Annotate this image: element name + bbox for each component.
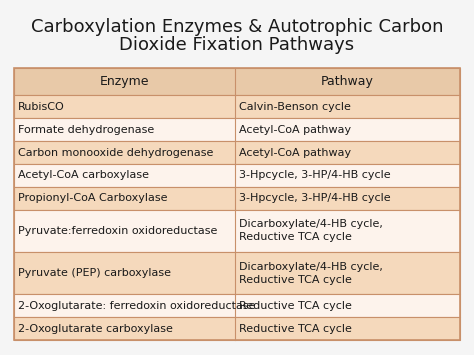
Text: RubisCO: RubisCO (18, 102, 65, 112)
Text: Acetyl-CoA carboxylase: Acetyl-CoA carboxylase (18, 170, 149, 180)
Text: Dicarboxylate/4-HB cycle,
Reductive TCA cycle: Dicarboxylate/4-HB cycle, Reductive TCA … (239, 262, 383, 285)
Text: Carboxylation Enzymes & Autotrophic Carbon: Carboxylation Enzymes & Autotrophic Carb… (31, 18, 443, 36)
Text: 3-Hpcycle, 3-HP/4-HB cycle: 3-Hpcycle, 3-HP/4-HB cycle (239, 193, 391, 203)
Text: Acetyl-CoA pathway: Acetyl-CoA pathway (239, 125, 351, 135)
Text: Enzyme: Enzyme (100, 75, 149, 88)
Bar (14, 141, 460, 164)
Text: Pyruvate (PEP) carboxylase: Pyruvate (PEP) carboxylase (18, 268, 171, 278)
Text: Propionyl-CoA Carboxylase: Propionyl-CoA Carboxylase (18, 193, 167, 203)
Text: Pathway: Pathway (321, 75, 374, 88)
Text: Pyruvate:ferredoxin oxidoreductase: Pyruvate:ferredoxin oxidoreductase (18, 226, 218, 236)
Bar (14, 294, 460, 317)
Text: Calvin-Benson cycle: Calvin-Benson cycle (239, 102, 351, 112)
Text: 2-Oxoglutarate: ferredoxin oxidoreductase: 2-Oxoglutarate: ferredoxin oxidoreductas… (18, 301, 255, 311)
Text: 2-Oxoglutarate carboxylase: 2-Oxoglutarate carboxylase (18, 323, 173, 334)
Bar (14, 210, 460, 252)
Bar (14, 164, 460, 187)
Text: Reductive TCA cycle: Reductive TCA cycle (239, 301, 352, 311)
Bar (14, 68, 460, 340)
Bar (14, 187, 460, 210)
Bar (14, 317, 460, 340)
Bar (14, 252, 460, 294)
Bar (14, 95, 460, 118)
Text: Carbon monooxide dehydrogenase: Carbon monooxide dehydrogenase (18, 148, 213, 158)
Text: Formate dehydrogenase: Formate dehydrogenase (18, 125, 154, 135)
Text: 3-Hpcycle, 3-HP/4-HB cycle: 3-Hpcycle, 3-HP/4-HB cycle (239, 170, 391, 180)
Text: Reductive TCA cycle: Reductive TCA cycle (239, 323, 352, 334)
Bar (14, 68, 460, 95)
Bar (14, 118, 460, 141)
Text: Dicarboxylate/4-HB cycle,
Reductive TCA cycle: Dicarboxylate/4-HB cycle, Reductive TCA … (239, 219, 383, 242)
Text: Acetyl-CoA pathway: Acetyl-CoA pathway (239, 148, 351, 158)
Text: Dioxide Fixation Pathways: Dioxide Fixation Pathways (119, 36, 355, 54)
